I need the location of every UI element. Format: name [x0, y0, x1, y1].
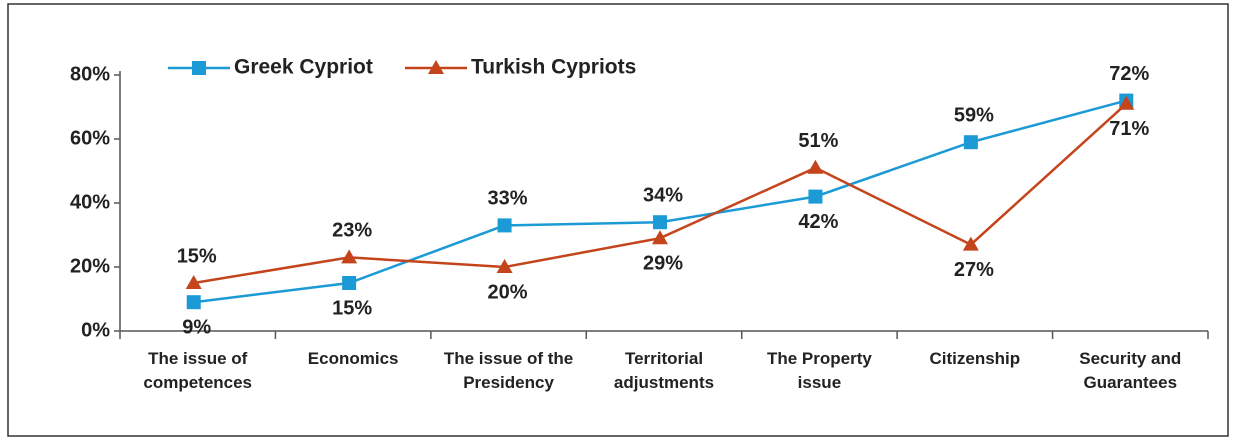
data-label: 9%: [182, 316, 211, 338]
x-tick-label: Security and Guarantees: [1079, 349, 1182, 392]
point: [652, 230, 668, 245]
data-label: 72%: [1109, 63, 1149, 85]
point: [185, 275, 202, 289]
point: [963, 135, 978, 150]
x-tick-label: Territorial adjustments: [613, 349, 715, 392]
x-tick-label: Citizenship: [929, 349, 1021, 368]
point: [496, 259, 513, 273]
data-label: 51%: [798, 130, 838, 152]
data-label: 33%: [488, 188, 528, 210]
legend-label: Turkish Cypriots: [471, 56, 636, 79]
data-label: 27%: [954, 259, 994, 281]
y-tick-label: 20%: [70, 255, 110, 277]
frame: [7, 3, 1229, 437]
y-tick-label: 60%: [70, 127, 110, 149]
x-tick-label: Economics: [307, 349, 399, 368]
data-label: 23%: [332, 220, 372, 242]
point: [807, 159, 824, 174]
point: [341, 249, 358, 264]
x-tick-label: The issue of the Presidency: [443, 349, 574, 392]
point: [497, 218, 512, 233]
y-tick-label: 40%: [70, 191, 110, 213]
legend-label: Greek Cypriot: [234, 56, 373, 79]
data-label: 71%: [1109, 118, 1149, 140]
point: [808, 189, 823, 204]
point: [1118, 95, 1135, 110]
x-tick-label: The issue of competences: [143, 349, 253, 392]
x-tick-label: The Property issue: [766, 349, 872, 392]
point: [962, 236, 979, 251]
point: [186, 295, 201, 310]
data-label: 34%: [643, 184, 683, 206]
data-label: 15%: [177, 245, 217, 267]
legend-marker: [192, 61, 206, 75]
y-tick-label: 80%: [70, 63, 110, 85]
point: [342, 276, 357, 290]
data-label: 20%: [488, 281, 528, 303]
data-label: 15%: [332, 297, 372, 319]
y-tick-label: 0%: [81, 319, 110, 341]
point: [653, 215, 667, 230]
legend-marker: [428, 60, 444, 74]
data-label: 59%: [954, 104, 994, 126]
data-label: 42%: [798, 211, 838, 233]
data-label: 29%: [643, 252, 683, 274]
